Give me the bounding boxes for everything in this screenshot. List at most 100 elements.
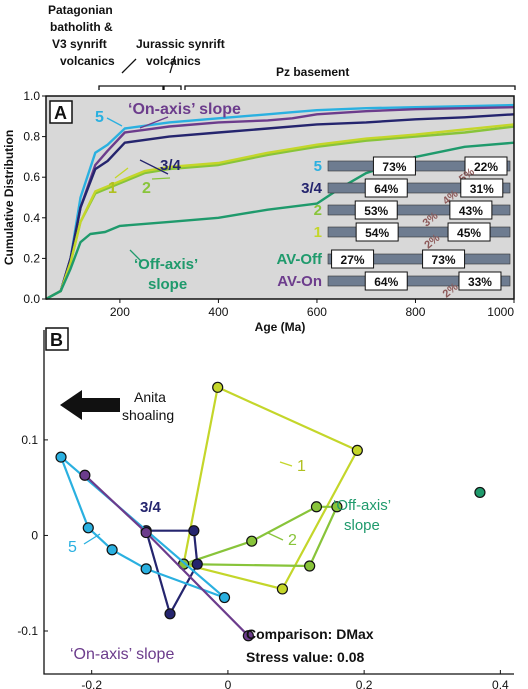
bar-pct-a-s5: 73%: [382, 160, 406, 174]
bar-pct-b-s2: 43%: [459, 204, 483, 218]
a-label-5: 5: [95, 109, 104, 126]
bar-pct-box-a-s1: [355, 222, 399, 242]
y-tick-label-b: 0.1: [21, 433, 38, 447]
patagonian-label-4: volcanics: [60, 54, 115, 68]
patagonian-label-1: Patagonian: [48, 3, 113, 17]
b-label-off-axis-2: slope: [344, 517, 380, 534]
bar-label-s2: 2: [314, 202, 322, 219]
bar-pct-box-b-off: [422, 249, 466, 269]
panel-b-axes: -0.2 0 0.2 0.4 0.1 0 -0.1: [17, 330, 514, 689]
anita-label-2: shoaling: [122, 407, 174, 423]
b-label-1: 1: [297, 458, 306, 475]
panel-b-axis-lines: [43, 330, 514, 675]
mds-path-s1: [182, 386, 359, 591]
bar-pct-b-on: 33%: [468, 275, 492, 289]
bar-pct-box-b-s5: [464, 156, 508, 176]
x-tick-label-b: 0.2: [356, 678, 373, 689]
mds-point-s1: [351, 444, 363, 456]
bar-on: [327, 275, 511, 287]
mds-point-s1: [212, 381, 224, 393]
bar-s1: [327, 226, 511, 238]
mds-point-s5: [218, 591, 231, 604]
x-tick-label-a: 400: [208, 305, 228, 319]
bar-off: [327, 253, 511, 265]
bar-pct-box-b-on: [458, 271, 502, 291]
mds-point-s5: [106, 544, 118, 556]
mds-point-s34: [191, 558, 203, 570]
mds-point-off: [474, 486, 486, 499]
y-tick-label-a: 0.6: [23, 170, 40, 184]
anita-shoaling-arrow-icon: [60, 390, 120, 420]
x-tick-label-b: 0: [225, 678, 232, 689]
jurassic-leader: [169, 55, 176, 74]
bar-pct-b-off: 73%: [432, 253, 456, 267]
mds-point-s5: [82, 522, 94, 534]
bar-label-s34: 3/4: [301, 180, 323, 197]
pz-basement-bracket: [184, 85, 516, 90]
pz-basement-label: Pz basement: [276, 65, 349, 79]
y-tick-label-a: 1.0: [23, 89, 40, 103]
patagonian-label-3: V3 synrift: [52, 37, 107, 51]
mds-path-s2: [182, 505, 338, 568]
bar-s5: [327, 160, 511, 172]
x-tick-label-b: -0.2: [81, 678, 102, 689]
bar-pct-b-s5: 22%: [474, 160, 498, 174]
bar-s34: [327, 182, 511, 194]
bar-pct-box-b-s2: [449, 200, 493, 220]
top-annotations: Patagonian batholith & V3 synrift volcan…: [48, 3, 516, 90]
bar-pct-b-s34: 31%: [470, 182, 494, 196]
mds-point-s2: [304, 560, 316, 572]
a-label-off-axis-1: ‘Off-axis’: [134, 256, 198, 273]
bar-pct-box-a-s2: [354, 200, 398, 220]
mds-point-s5: [140, 563, 152, 575]
bar-pct-box-a-off: [331, 249, 375, 269]
panel-a-label: A: [54, 103, 67, 123]
series-line-s1: [45, 123, 515, 301]
bar-label-on: AV-On: [277, 273, 322, 290]
a-label-2: 2: [142, 180, 151, 197]
panel-a-series: [45, 103, 515, 301]
b-label-5: 5: [68, 539, 77, 556]
mds-point-s2: [310, 501, 323, 513]
bar-pct-a-s34: 64%: [374, 182, 398, 196]
mds-point-s34: [164, 608, 176, 620]
patagonian-leader: [121, 58, 137, 74]
x-axis-title-a: Age (Ma): [255, 320, 306, 334]
b-label-on-axis: ‘On-axis’ slope: [70, 646, 174, 663]
bar-pct-b-s1: 45%: [457, 226, 481, 240]
bar-pct-box-a-on: [364, 271, 408, 291]
mds-point-s34: [188, 525, 200, 537]
mds-point-s1: [276, 583, 289, 595]
x-tick-label-b: 0.4: [492, 678, 509, 689]
mds-point-on: [242, 630, 254, 642]
panel-a: 200 400 600 800 1000 0.0 0.2 0.4 0.6 0.8 1.0 Age (M…: [2, 89, 515, 334]
mds-point-on: [79, 469, 91, 481]
x-tick-label-a: 800: [405, 305, 425, 319]
bar-pct-box-a-s34: [364, 178, 408, 198]
stress-text: Stress value: 0.08: [246, 649, 365, 665]
mds-point-s2: [331, 501, 343, 513]
jurassic-bracket: [163, 85, 182, 90]
bar-pct-box-a-s5: [372, 156, 416, 176]
bar-label-s5: 5: [314, 158, 322, 175]
y-tick-label-a: 0.4: [23, 211, 40, 225]
y-tick-label-b: 0: [31, 528, 38, 542]
panel-b-series: [55, 381, 486, 642]
y-tick-label-a: 0.2: [23, 251, 40, 265]
bar-pct-box-b-s34: [460, 178, 504, 198]
panel-b-label: B: [50, 330, 63, 350]
x-tick-label-a: 200: [110, 305, 130, 319]
panel-a-frame: [45, 95, 515, 300]
mds-point-on: [140, 526, 152, 539]
y-axis-title-a: Cumulative Distribution: [2, 130, 16, 265]
bar-pct-a-s2: 53%: [364, 204, 388, 218]
bar-pct-box-b-s1: [447, 222, 491, 242]
mds-point-s5: [55, 451, 67, 463]
bar-pct-a-s1: 54%: [365, 226, 389, 240]
x-tick-label-a: 600: [307, 305, 327, 319]
jurassic-label-1: Jurassic synrift: [136, 37, 225, 51]
a-label-1: 1: [108, 180, 117, 197]
panel-a-ticks: 200 400 600 800 1000 0.0 0.2 0.4 0.6 0.8 1.0 Age (M…: [2, 89, 515, 334]
series-line-s34: [45, 113, 515, 301]
